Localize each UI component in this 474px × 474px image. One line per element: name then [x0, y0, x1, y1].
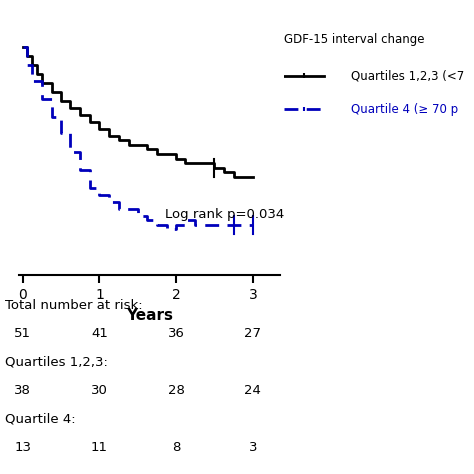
Text: 38: 38	[14, 384, 31, 397]
Text: Total number at risk:: Total number at risk:	[5, 299, 142, 311]
Text: 28: 28	[168, 384, 184, 397]
Text: 30: 30	[91, 384, 108, 397]
Text: Log rank p=0.034: Log rank p=0.034	[164, 208, 284, 221]
X-axis label: Years: Years	[126, 308, 173, 323]
Text: 3: 3	[248, 441, 257, 454]
Text: 8: 8	[172, 441, 180, 454]
Text: GDF-15 interval change: GDF-15 interval change	[284, 33, 425, 46]
Text: 36: 36	[168, 327, 184, 340]
Text: Quartiles 1,2,3:: Quartiles 1,2,3:	[5, 356, 108, 368]
Text: 41: 41	[91, 327, 108, 340]
Text: 51: 51	[14, 327, 31, 340]
Text: 24: 24	[245, 384, 261, 397]
Text: Quartile 4 (≥ 70 p: Quartile 4 (≥ 70 p	[351, 102, 458, 116]
Text: Quartile 4:: Quartile 4:	[5, 412, 75, 425]
Text: Quartiles 1,2,3 (<7: Quartiles 1,2,3 (<7	[351, 69, 464, 82]
Text: 27: 27	[244, 327, 261, 340]
Text: 13: 13	[14, 441, 31, 454]
Text: 11: 11	[91, 441, 108, 454]
